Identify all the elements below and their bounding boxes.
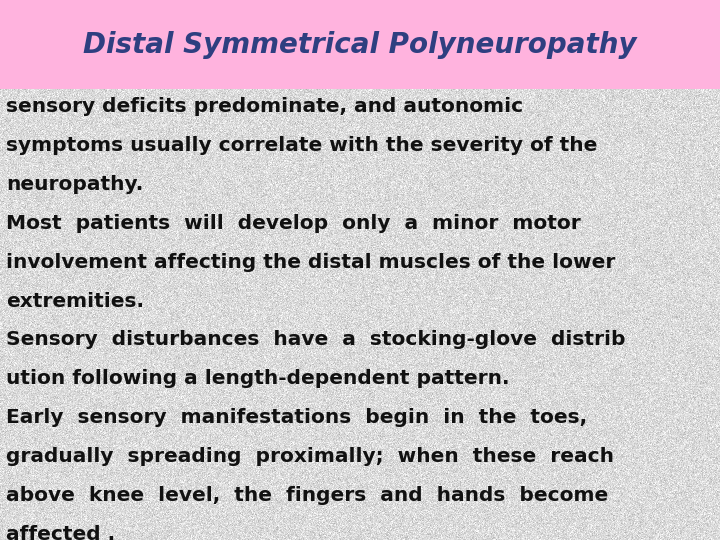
Bar: [0, 0, 720, 89]
Text: Sensory  disturbances  have  a  stocking-glove  distrib: Sensory disturbances have a stocking-glo…: [6, 330, 625, 349]
Text: Early  sensory  manifestations  begin  in  the  toes,: Early sensory manifestations begin in th…: [6, 408, 587, 427]
Text: Distal Symmetrical Polyneuropathy: Distal Symmetrical Polyneuropathy: [84, 31, 636, 58]
Text: extremities.: extremities.: [6, 292, 144, 310]
Text: above  knee  level,  the  fingers  and  hands  become: above knee level, the fingers and hands …: [6, 486, 608, 505]
Text: neuropathy.: neuropathy.: [6, 175, 143, 194]
Text: involvement affecting the distal muscles of the lower: involvement affecting the distal muscles…: [6, 253, 615, 272]
Text: Most  patients  will  develop  only  a  minor  motor: Most patients will develop only a minor …: [6, 214, 580, 233]
Text: sensory deficits predominate, and autonomic: sensory deficits predominate, and autono…: [6, 97, 523, 116]
Text: gradually  spreading  proximally;  when  these  reach: gradually spreading proximally; when the…: [6, 447, 613, 466]
Text: symptoms usually correlate with the severity of the: symptoms usually correlate with the seve…: [6, 136, 597, 155]
Text: affected .: affected .: [6, 525, 115, 540]
Text: ution following a length-dependent pattern.: ution following a length-dependent patte…: [6, 369, 509, 388]
